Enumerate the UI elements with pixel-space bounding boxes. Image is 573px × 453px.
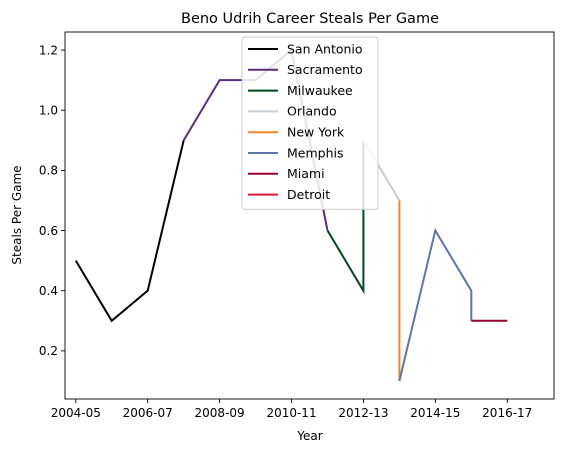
legend-item: Milwaukee xyxy=(248,83,353,98)
legend-label: Milwaukee xyxy=(287,83,353,98)
plot-frame xyxy=(64,31,555,400)
legend-label: Miami xyxy=(287,166,325,181)
x-tick-label: 2012-13 xyxy=(338,406,388,420)
legend-label: San Antonio xyxy=(287,41,363,56)
legend-label: Memphis xyxy=(287,145,344,160)
legend-item: New York xyxy=(248,125,345,140)
legend-item: Sacramento xyxy=(248,62,363,77)
y-tick-label: 1.0 xyxy=(39,104,58,118)
legend-frame xyxy=(241,36,379,210)
x-tick-label: 2014-15 xyxy=(410,406,460,420)
y-tick-label: 0.2 xyxy=(39,344,58,358)
x-tick-label: 2010-11 xyxy=(266,406,316,420)
legend-item: San Antonio xyxy=(248,41,363,56)
y-tick-label: 0.4 xyxy=(39,284,58,298)
x-tick-label: 2004-05 xyxy=(51,406,101,420)
legend-item: Miami xyxy=(248,166,325,181)
legend-item: Memphis xyxy=(248,145,344,160)
chart-title: Beno Udrih Career Steals Per Game xyxy=(181,11,439,27)
legend: San Antonio Sacramento Milwaukee Orlando New… xyxy=(241,36,379,210)
series-line-0 xyxy=(74,140,185,323)
y-axis-ticks: 0.2 0.4 0.6 0.8 1.0 1.2 xyxy=(39,43,65,358)
legend-label: Detroit xyxy=(287,187,330,202)
x-axis-ticks: 2004-05 2006-07 2008-09 2010-11 2012-13 2014-… xyxy=(51,399,532,420)
y-tick-label: 1.2 xyxy=(39,43,58,57)
x-axis-label: Year xyxy=(296,429,322,443)
legend-label: Orlando xyxy=(287,104,337,119)
y-axis-label: Steals Per Game xyxy=(10,165,24,264)
x-tick-label: 2008-09 xyxy=(195,406,245,420)
legend-item: Detroit xyxy=(248,187,330,202)
y-tick-label: 0.8 xyxy=(39,164,58,178)
y-tick-label: 0.6 xyxy=(39,224,58,238)
legend-item: Orlando xyxy=(248,104,337,119)
x-tick-label: 2016-17 xyxy=(482,406,532,420)
legend-label: New York xyxy=(287,125,345,140)
legend-label: Sacramento xyxy=(287,62,363,77)
series-line-5 xyxy=(398,227,473,382)
x-tick-label: 2006-07 xyxy=(123,406,173,420)
